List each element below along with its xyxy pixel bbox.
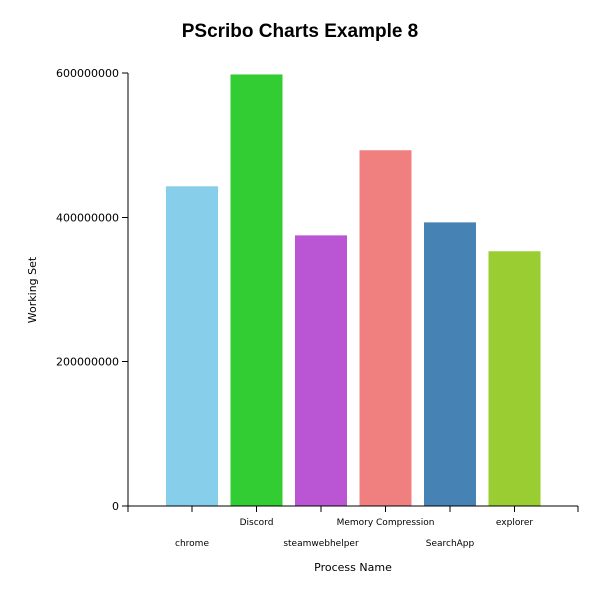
bar-searchapp (424, 222, 476, 506)
y-axis: 0 200000000 400000000 600000000 (56, 67, 129, 513)
bar-steamwebhelper (295, 235, 347, 506)
bar-memory-compression (359, 150, 412, 507)
bar-explorer (488, 251, 541, 506)
bar-chrome (166, 186, 218, 506)
chart-title: PScribo Charts Example 8 (182, 21, 419, 42)
x-category-label: steamwebhelper (283, 539, 359, 549)
bar-discord (230, 74, 283, 507)
x-category-label: Memory Compression (337, 518, 435, 528)
bars-group (166, 74, 541, 507)
x-category-label: chrome (175, 539, 209, 549)
x-category-label: explorer (496, 518, 533, 528)
x-category-label: SearchApp (426, 539, 475, 549)
y-tick-label: 0 (112, 500, 119, 513)
x-axis: chrome Discord steamwebhelper Memory Compre… (127, 505, 579, 549)
x-category-label: Discord (240, 518, 274, 528)
y-axis-title: Working Set (26, 256, 39, 323)
y-tick-label: 400000000 (56, 211, 119, 224)
x-axis-title: Process Name (314, 561, 392, 574)
y-tick-label: 200000000 (56, 356, 119, 369)
y-tick-label: 600000000 (56, 67, 119, 80)
